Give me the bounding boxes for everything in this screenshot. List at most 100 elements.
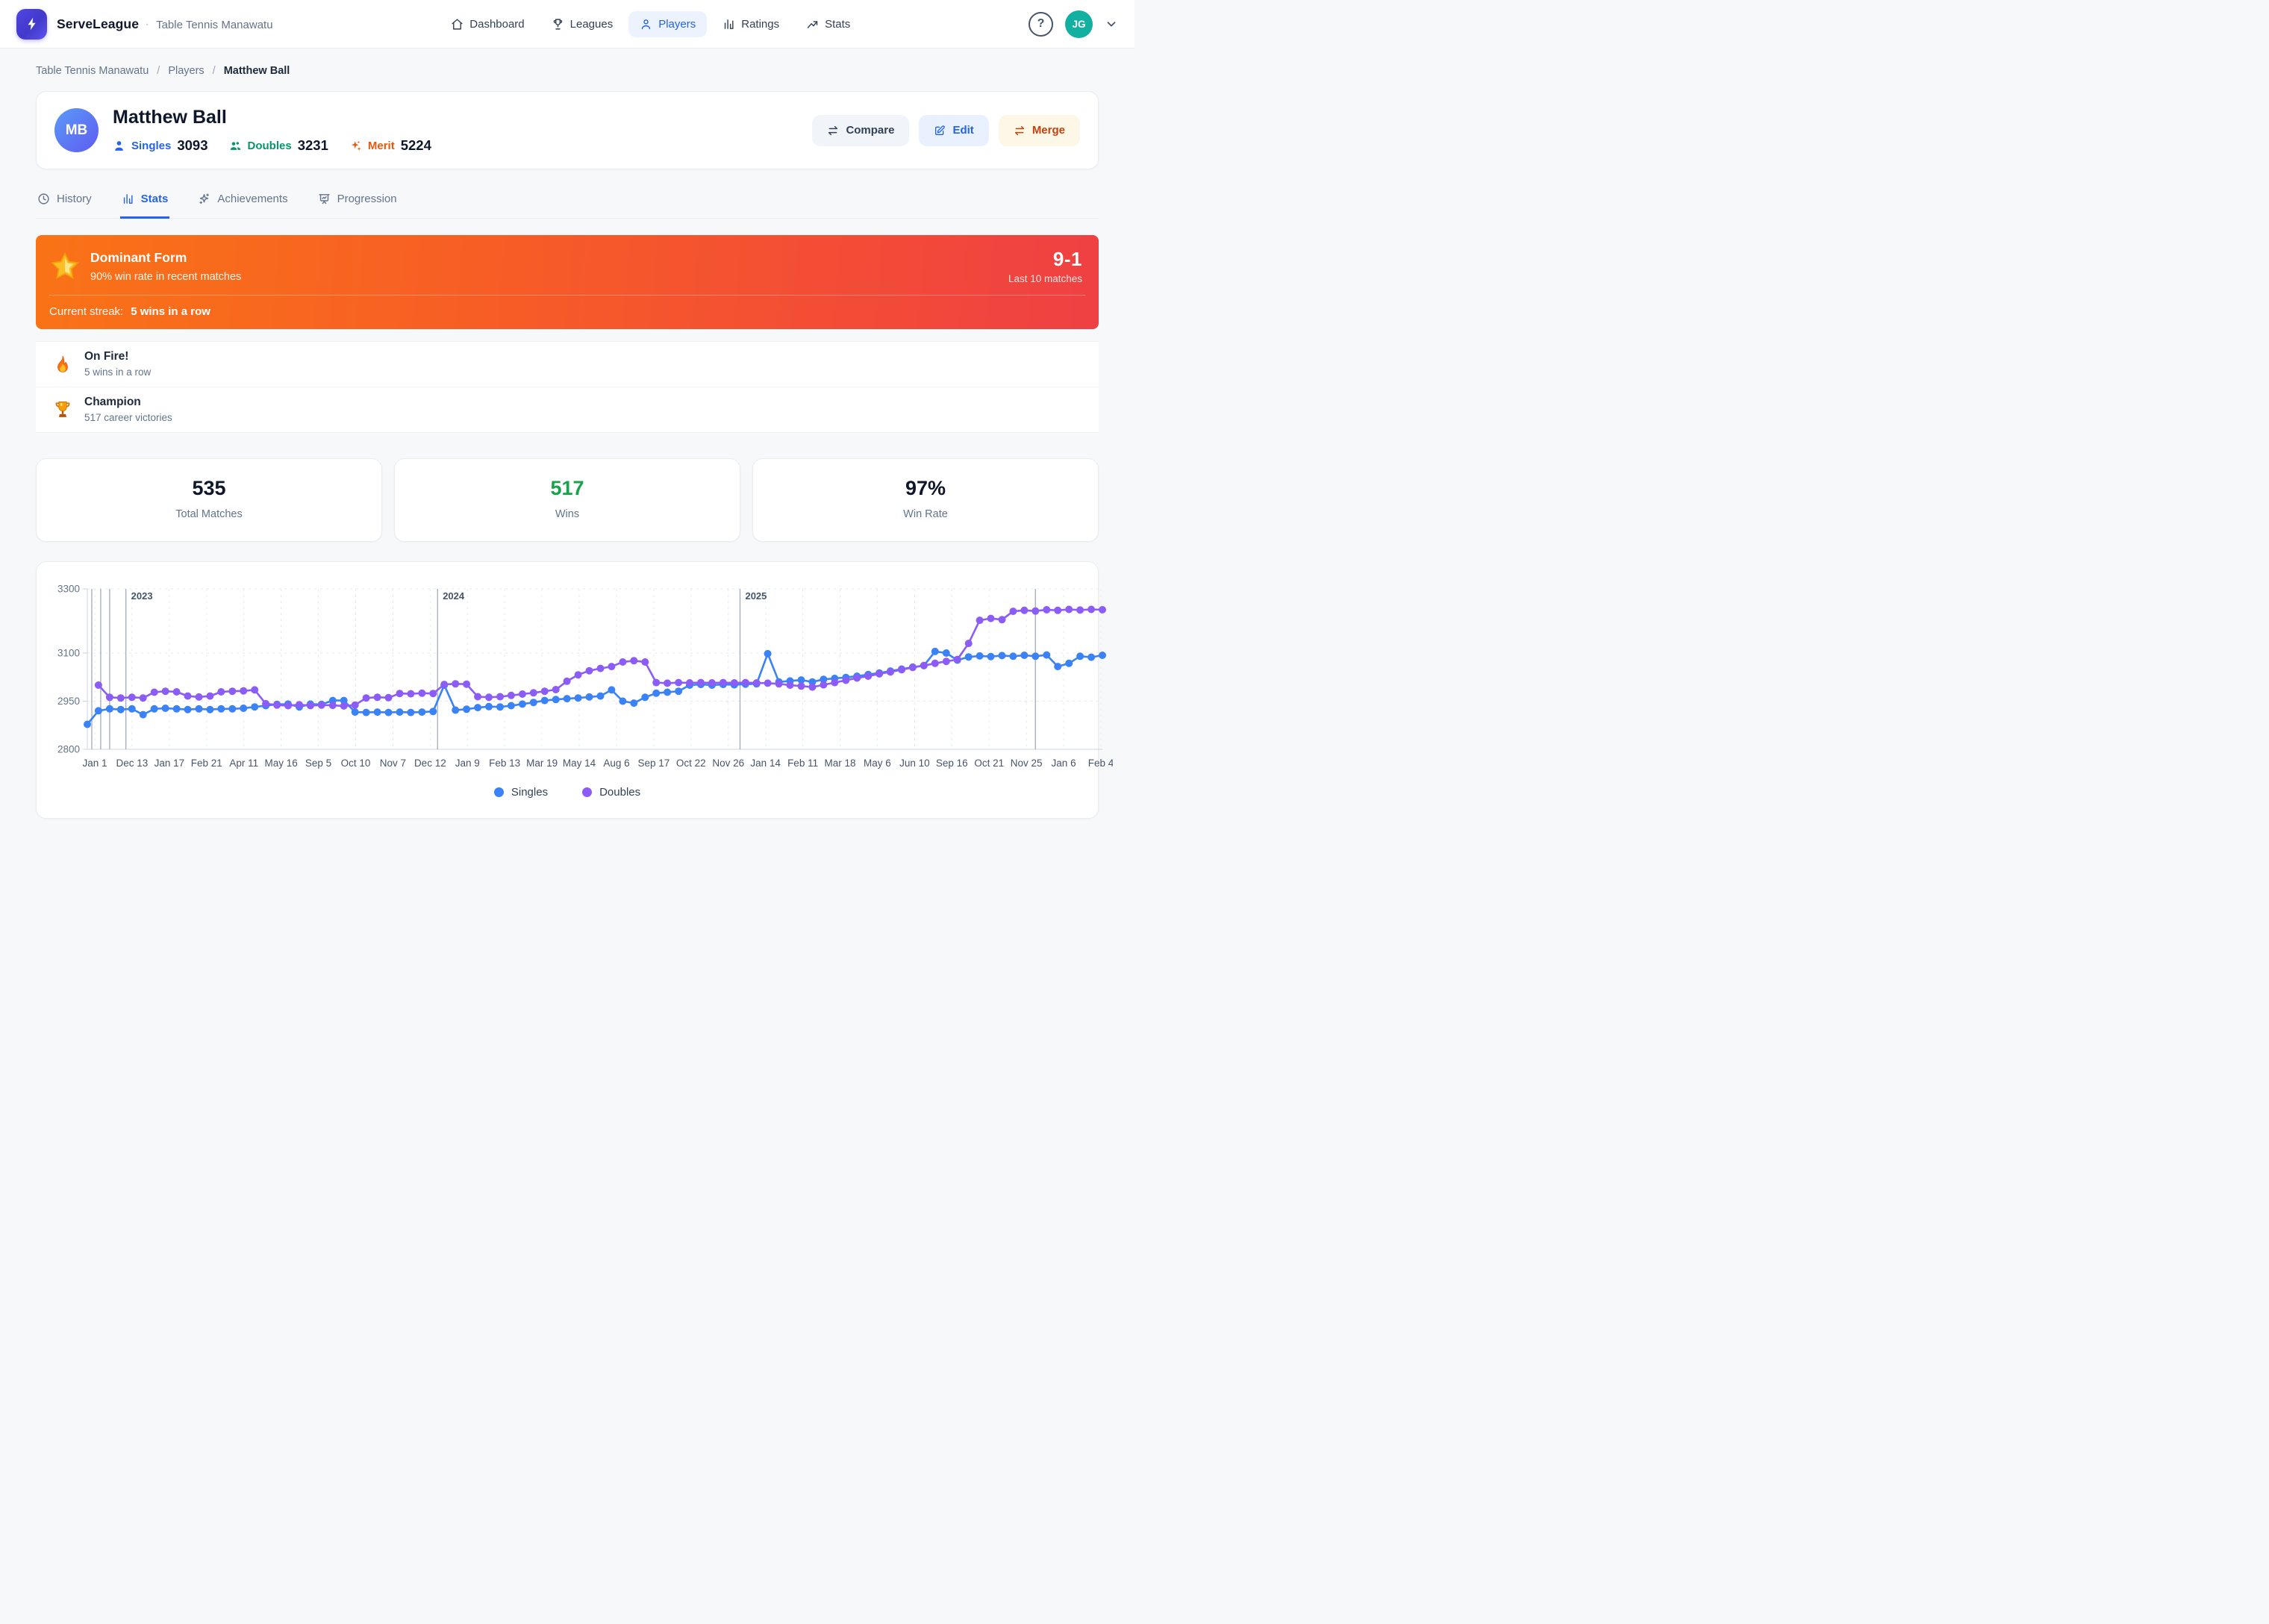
stat-label: Win Rate <box>903 508 948 520</box>
tab-label: Achievements <box>217 193 288 205</box>
person-icon <box>115 140 123 151</box>
svg-text:2950: 2950 <box>57 696 80 707</box>
record-value: 9-1 <box>1052 248 1082 270</box>
form-banner-text: Dominant Form 90% win rate in recent mat… <box>90 250 241 283</box>
sparkles-icon <box>199 193 210 204</box>
player-actions: Compare Edit Merge <box>812 114 1080 146</box>
swap-icon <box>1014 125 1024 135</box>
nav-item-label: Leagues <box>569 17 614 31</box>
merge-button[interactable]: Merge <box>998 114 1080 146</box>
nav-item-label: Players <box>658 17 696 31</box>
button-label: Edit <box>952 124 974 137</box>
svg-text:Sep 5: Sep 5 <box>305 758 331 769</box>
chevron-down-icon[interactable] <box>1105 17 1118 31</box>
brand: ServeLeague · Table Tennis Manawatu <box>57 16 273 32</box>
clock-icon <box>38 193 49 204</box>
trophy-icon <box>553 18 562 30</box>
tab-label: History <box>57 193 92 205</box>
tab-progression[interactable]: Progression <box>316 190 399 219</box>
stat-value: 535 <box>192 477 226 499</box>
nav-item-dashboard[interactable]: Dashboard <box>440 11 535 37</box>
help-icon[interactable]: ? <box>1029 11 1053 37</box>
svg-text:Mar 19: Mar 19 <box>526 758 558 769</box>
brand-subtitle: Table Tennis Manawatu <box>156 18 273 31</box>
svg-text:May 16: May 16 <box>264 758 297 769</box>
rating-value: 3093 <box>177 137 208 153</box>
presentation-chart-icon <box>318 194 330 204</box>
svg-text:Oct 21: Oct 21 <box>974 758 1004 769</box>
achievement-title: Champion <box>84 396 141 408</box>
svg-text:2023: 2023 <box>131 590 153 602</box>
svg-text:Jan 17: Jan 17 <box>155 758 185 769</box>
streak-value: 5 wins in a row <box>131 305 210 318</box>
rating-label: Doubles <box>247 139 292 152</box>
home-icon <box>452 18 463 30</box>
achievement-row-champion: Champion 517 career victories <box>36 387 1099 433</box>
edit-icon <box>935 125 946 135</box>
tab-history[interactable]: History <box>36 190 93 219</box>
stat-label: Total Matches <box>175 508 243 520</box>
edit-button[interactable]: Edit <box>919 114 989 146</box>
svg-text:Jun 10: Jun 10 <box>899 758 930 769</box>
top-navbar: ServeLeague · Table Tennis Manawatu Dash… <box>0 0 1134 49</box>
nav-item-stats[interactable]: Stats <box>795 11 861 37</box>
brand-name: ServeLeague <box>57 16 140 31</box>
swap-icon <box>828 125 838 135</box>
nav-item-ratings[interactable]: Ratings <box>711 11 790 37</box>
svg-text:Sep 16: Sep 16 <box>936 758 968 769</box>
banner-subtitle: 90% win rate in recent matches <box>90 270 242 283</box>
svg-text:Jan 14: Jan 14 <box>750 758 781 769</box>
achievements-list: On Fire! 5 wins in a row Champion 517 ca… <box>36 341 1099 433</box>
lightning-icon <box>28 17 36 31</box>
svg-text:Nov 25: Nov 25 <box>1011 758 1043 769</box>
tab-achievements[interactable]: Achievements <box>196 190 289 219</box>
nav-item-leagues[interactable]: Leagues <box>540 11 625 37</box>
svg-text:3300: 3300 <box>57 584 80 595</box>
nav-item-label: Dashboard <box>469 17 525 31</box>
svg-text:Dec 12: Dec 12 <box>414 758 446 769</box>
achievement-text: Champion 517 career victories <box>84 396 172 423</box>
achievement-text: On Fire! 5 wins in a row <box>84 350 151 378</box>
sparkles-icon <box>351 140 361 151</box>
svg-text:Feb 13: Feb 13 <box>489 758 520 769</box>
svg-text:2025: 2025 <box>745 590 767 602</box>
nav-menu: Dashboard Leagues Players Ratings Stats <box>440 10 861 37</box>
svg-text:3100: 3100 <box>57 648 80 659</box>
tab-stats[interactable]: Stats <box>119 190 170 219</box>
stat-value: 517 <box>550 477 584 499</box>
stat-card-wins: 517 Wins <box>394 458 740 542</box>
tab-bar: History Stats Achievements Progression <box>36 190 1099 219</box>
breadcrumb-league[interactable]: Table Tennis Manawatu <box>36 65 149 77</box>
breadcrumb-players[interactable]: Players <box>168 65 205 77</box>
rating-label: Merit <box>367 139 395 152</box>
singles-rating: Singles 3093 <box>113 137 208 154</box>
banner-divider <box>49 295 1085 296</box>
streak-label: Current streak: <box>49 305 124 318</box>
nav-right: ? JG <box>1029 10 1118 38</box>
fire-icon <box>57 355 68 372</box>
player-header-card: MB Matthew Ball Singles 3093 Doubles 323… <box>36 91 1099 169</box>
user-avatar[interactable]: JG <box>1065 10 1093 38</box>
achievement-subtitle: 5 wins in a row <box>84 366 152 378</box>
achievement-title: On Fire! <box>84 350 129 363</box>
legend-label: Doubles <box>599 786 641 799</box>
stat-card-total-matches: 535 Total Matches <box>36 458 382 542</box>
stat-card-win-rate: 97% Win Rate <box>752 458 1099 542</box>
achievement-subtitle: 517 career victories <box>84 412 172 423</box>
breadcrumb-current: Matthew Ball <box>223 65 290 77</box>
nav-item-players[interactable]: Players <box>628 10 708 37</box>
svg-text:May 6: May 6 <box>864 758 891 769</box>
form-banner: Dominant Form 90% win rate in recent mat… <box>36 235 1099 329</box>
compare-button[interactable]: Compare <box>812 114 910 146</box>
app-logo[interactable] <box>16 8 47 40</box>
breadcrumb: Table Tennis Manawatu / Players / Matthe… <box>36 65 1099 77</box>
form-banner-record: 9-1 Last 10 matches <box>1008 248 1082 284</box>
svg-text:Jan 6: Jan 6 <box>1052 758 1076 769</box>
brand-separator: · <box>146 18 150 31</box>
legend-item-singles: Singles <box>493 786 548 799</box>
svg-text:Feb 11: Feb 11 <box>787 758 818 769</box>
player-avatar: MB <box>54 108 99 152</box>
svg-text:2024: 2024 <box>443 590 465 602</box>
svg-text:Dec 13: Dec 13 <box>116 758 149 769</box>
rating-label: Singles <box>131 139 172 152</box>
